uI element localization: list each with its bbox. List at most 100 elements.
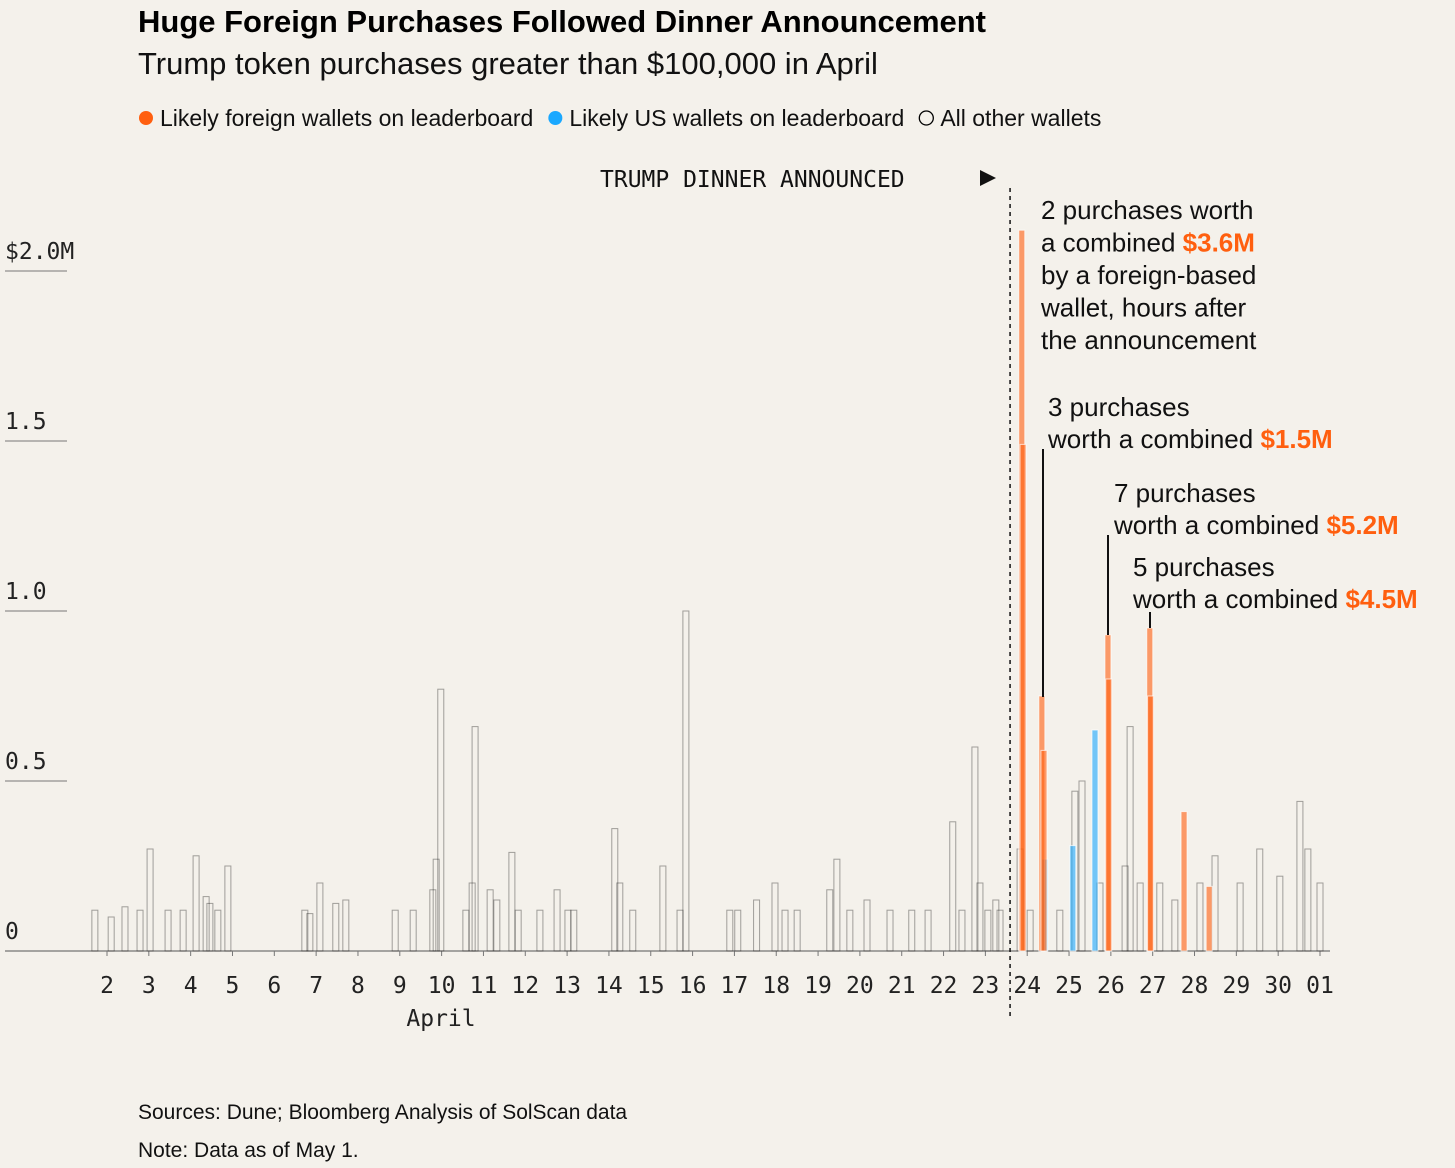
legend-label: Likely US wallets on leaderboard — [569, 105, 904, 131]
bar — [306, 913, 314, 952]
bar — [164, 909, 172, 952]
annotation-text: a combined — [1041, 228, 1183, 258]
bar — [629, 909, 637, 952]
annotation-amount: $4.5M — [1345, 584, 1417, 614]
annotation: by a foreign-based — [1041, 260, 1256, 290]
annotation: worth a combined $1.5M — [1047, 424, 1333, 454]
x-tick-label: 19 — [804, 973, 832, 999]
x-tick-label: 20 — [846, 973, 874, 999]
bar — [992, 899, 1000, 952]
bar — [91, 909, 99, 952]
bar — [1211, 855, 1219, 952]
bar — [908, 909, 916, 952]
bar — [437, 688, 445, 952]
x-tick-label: 30 — [1264, 973, 1292, 999]
bar — [1196, 882, 1204, 952]
annotation: worth a combined $4.5M — [1132, 584, 1418, 614]
bar — [553, 889, 561, 952]
bar — [1078, 780, 1086, 952]
bar — [793, 909, 801, 952]
bar — [121, 906, 129, 952]
bar — [493, 899, 501, 952]
bar — [846, 909, 854, 952]
bar — [202, 896, 210, 952]
bar — [570, 909, 578, 952]
x-axis-label: April — [406, 1006, 475, 1032]
annotation: 2 purchases worth — [1041, 195, 1253, 225]
annotation-text: 2 purchases worth — [1041, 195, 1253, 225]
y-tick-label: 1.5 — [5, 409, 47, 435]
x-tick-label: 2 — [100, 973, 114, 999]
bar — [486, 889, 494, 952]
x-tick-label: 26 — [1097, 973, 1125, 999]
bar — [611, 828, 619, 952]
legend-label: All other wallets — [940, 105, 1101, 131]
annotation: a combined $3.6M — [1041, 228, 1255, 258]
bar — [514, 909, 522, 952]
x-tick-label: 4 — [184, 973, 198, 999]
annotation: wallet, hours after — [1040, 293, 1247, 323]
bar — [214, 909, 222, 952]
bar — [924, 909, 932, 952]
bar — [976, 882, 984, 952]
x-tick-label: 29 — [1222, 973, 1250, 999]
annotation-text: wallet, hours after — [1040, 293, 1247, 323]
bar — [781, 909, 789, 952]
bar — [146, 848, 154, 952]
x-tick-label: 8 — [351, 973, 365, 999]
bar — [136, 909, 144, 952]
annotation-amount: $3.6M — [1183, 228, 1255, 258]
bar — [734, 909, 742, 952]
bar — [471, 726, 479, 952]
annotation-amount: $1.5M — [1260, 424, 1332, 454]
bar — [682, 610, 690, 952]
legend-swatch — [918, 110, 934, 126]
bar — [1304, 848, 1312, 952]
legend-swatch — [548, 111, 563, 125]
bar — [107, 916, 115, 952]
bar — [1136, 882, 1144, 952]
bar — [342, 899, 350, 952]
x-tick-label: 14 — [595, 973, 623, 999]
bar — [432, 858, 440, 952]
bar — [984, 909, 992, 952]
bar — [726, 909, 734, 952]
annotation-text: the announcement — [1041, 325, 1257, 355]
legend-swatch — [139, 111, 153, 125]
bar — [1296, 800, 1304, 952]
bar — [1056, 909, 1064, 952]
bar — [1156, 882, 1164, 952]
x-tick-label: 24 — [1013, 973, 1041, 999]
x-tick-label: 25 — [1055, 973, 1083, 999]
x-tick-label: 21 — [888, 973, 916, 999]
bar — [833, 858, 841, 952]
bar — [1276, 875, 1284, 952]
x-tick-label: 9 — [393, 973, 407, 999]
bar — [301, 909, 309, 952]
x-tick-label: 16 — [679, 973, 707, 999]
bar — [179, 909, 187, 952]
x-tick-label: 15 — [637, 973, 665, 999]
bar — [1105, 678, 1113, 952]
source: Sources: Dune; Bloomberg Analysis of Sol… — [138, 1101, 627, 1124]
bar — [1171, 899, 1179, 952]
bar — [391, 909, 399, 952]
x-tick-label: 10 — [428, 973, 456, 999]
bar — [429, 889, 437, 952]
x-tick-label: 17 — [721, 973, 749, 999]
bar — [1019, 443, 1027, 952]
bar — [1121, 865, 1129, 952]
annotation-text: 5 purchases — [1133, 552, 1275, 582]
x-tick-label: 23 — [972, 973, 1000, 999]
annotation: 7 purchases — [1114, 478, 1256, 508]
x-tick-label: 28 — [1181, 973, 1209, 999]
bar — [676, 909, 684, 952]
bar — [224, 865, 232, 952]
x-tick-label: 13 — [553, 973, 581, 999]
bar — [508, 851, 516, 952]
bar — [1205, 885, 1213, 952]
chart-title: Huge Foreign Purchases Followed Dinner A… — [138, 4, 986, 39]
bar — [1180, 811, 1188, 952]
bar — [958, 909, 966, 952]
x-tick-label: 7 — [309, 973, 323, 999]
